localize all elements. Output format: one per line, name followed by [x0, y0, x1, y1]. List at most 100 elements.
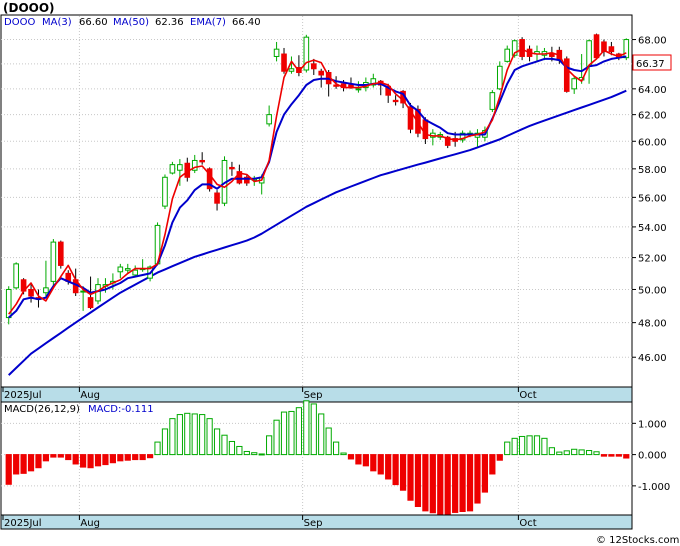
ema7-line	[8, 55, 627, 319]
candle-body	[13, 263, 19, 289]
price-tick-label: 60.00	[638, 137, 667, 148]
legend-ticker: DOOO	[4, 17, 35, 28]
macd-bar	[191, 413, 198, 456]
macd-bar	[608, 454, 615, 457]
macd-bar	[526, 435, 533, 456]
candle	[244, 174, 250, 186]
price-date-axis: 2025Jul Aug Sep Oct	[2, 387, 537, 401]
macd-bar	[27, 454, 35, 472]
legend-ma3-label: MA(3)	[42, 17, 72, 28]
candle-body	[87, 297, 94, 309]
candle-body	[563, 58, 570, 92]
macd-bar	[258, 453, 265, 456]
candle-body	[124, 268, 131, 271]
candle	[593, 33, 600, 59]
macd-bar	[623, 454, 630, 459]
macd-legend-params: MACD(26,12,9)	[4, 404, 80, 415]
candle-body	[422, 119, 429, 140]
candle-body	[266, 114, 272, 125]
macd-bar	[221, 434, 228, 456]
candle	[169, 161, 176, 175]
macd-bar	[228, 440, 236, 456]
candle	[229, 161, 235, 176]
candle	[28, 284, 34, 303]
date-tick-label: Aug	[80, 518, 100, 529]
macd-bar	[340, 452, 347, 456]
candle-body	[162, 176, 168, 207]
macd-bar	[459, 454, 466, 512]
macd-bar	[615, 454, 622, 457]
price-tick-label: 64.00	[638, 85, 667, 96]
candle-body	[504, 48, 511, 62]
candle	[50, 239, 57, 287]
macd-tick-label: -1.000	[638, 482, 670, 493]
macd-bar	[109, 454, 116, 464]
price-tick-label: 56.00	[638, 193, 667, 204]
candle-body	[549, 53, 555, 57]
candle-body	[459, 132, 466, 141]
candle	[124, 263, 131, 274]
last-price-box	[632, 54, 672, 71]
price-legend: DOOO MA(3) 66.60 MA(50) 62.36 EMA(7) 66.…	[4, 17, 261, 28]
macd-bar	[266, 435, 273, 456]
macd-bar	[57, 454, 64, 458]
candle	[214, 190, 220, 211]
price-tick-label: 54.00	[638, 223, 667, 234]
macd-bar	[206, 418, 213, 456]
macd-bar	[437, 454, 444, 515]
candle-body	[444, 136, 451, 146]
macd-bar	[571, 448, 578, 456]
macd-bar	[50, 454, 57, 458]
candle-body	[586, 40, 592, 67]
macd-bar	[213, 428, 221, 456]
macd-bar	[414, 454, 422, 507]
date-tick-label: 2025Jul	[4, 390, 42, 401]
candle	[199, 152, 205, 165]
macd-bar	[87, 454, 94, 469]
candle	[43, 260, 49, 296]
legend-ma50-label: MA(50)	[113, 17, 149, 28]
macd-bar	[5, 454, 12, 485]
candle	[489, 90, 496, 113]
macd-date-axis-bar	[0, 514, 633, 530]
candle	[117, 263, 124, 279]
candle-body	[50, 241, 57, 282]
candle-body	[519, 39, 525, 57]
candle-body	[407, 106, 414, 130]
macd-bar	[199, 414, 206, 456]
last-price-value: 66.37	[636, 59, 665, 70]
ma50-line	[8, 89, 627, 376]
candle-body	[43, 287, 49, 294]
candle	[288, 56, 295, 74]
last-price-tag: 66.37	[632, 54, 672, 71]
candle-body	[199, 159, 205, 163]
macd-bar	[295, 407, 303, 456]
macd-bar	[251, 452, 258, 456]
candle	[504, 45, 511, 63]
macd-bar	[444, 454, 451, 515]
candle-body	[57, 241, 64, 266]
macd-bar	[533, 435, 541, 456]
candle	[496, 61, 503, 91]
macd-bar	[585, 450, 593, 456]
macd-bar	[563, 450, 570, 456]
macd-bar	[273, 419, 280, 456]
candle-body	[310, 63, 317, 70]
candle	[303, 34, 310, 73]
macd-bar	[377, 454, 384, 475]
macd-bar	[385, 454, 392, 480]
candle	[571, 76, 578, 94]
candle-body	[303, 36, 310, 71]
macd-bar	[243, 450, 250, 456]
candle	[459, 130, 466, 143]
candle-body	[229, 166, 235, 170]
macd-bar	[318, 413, 325, 456]
macd-bar	[332, 441, 340, 456]
moving-average-layer	[8, 48, 627, 319]
macd-bar	[146, 454, 154, 459]
candle-body	[281, 53, 287, 72]
candle-body	[95, 284, 101, 302]
chart-title: (DOOO)	[3, 1, 55, 15]
